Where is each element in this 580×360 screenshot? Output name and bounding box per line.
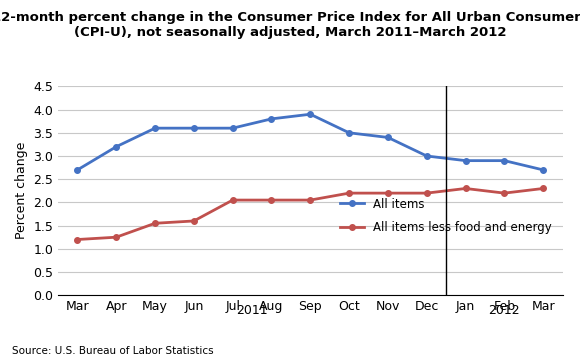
Text: 2011: 2011	[236, 303, 268, 316]
Text: 12-month percent change in the Consumer Price Index for All Urban Consumers
(CPI: 12-month percent change in the Consumer …	[0, 11, 580, 39]
Text: Source: U.S. Bureau of Labor Statistics: Source: U.S. Bureau of Labor Statistics	[12, 346, 213, 356]
Y-axis label: Percent change: Percent change	[14, 142, 28, 239]
Legend: All items, All items less food and energy: All items, All items less food and energ…	[335, 193, 557, 239]
Text: 2012: 2012	[488, 303, 520, 316]
